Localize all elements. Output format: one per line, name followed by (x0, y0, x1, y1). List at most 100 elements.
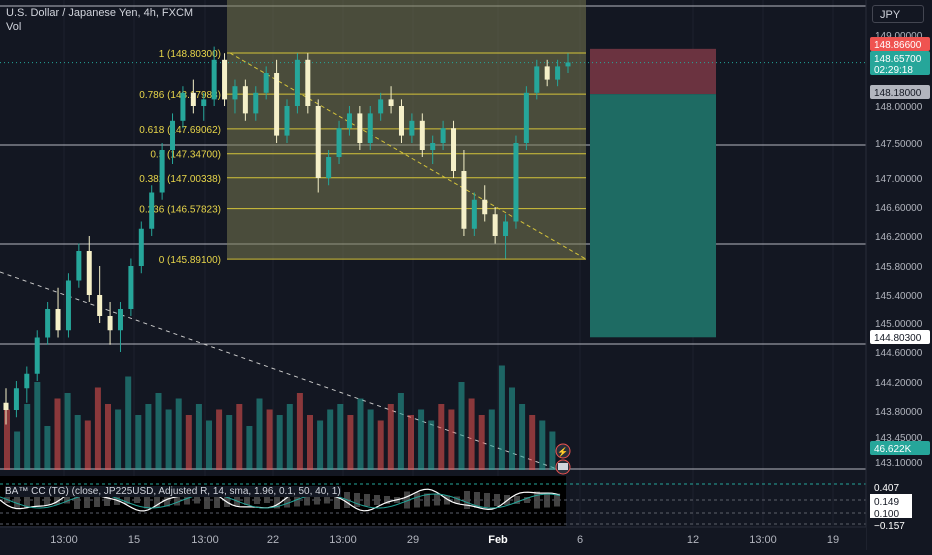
fib-level-label: 0.236 (146.57823) (139, 205, 221, 216)
candle-body (107, 316, 113, 331)
time-axis-label: 13:00 (50, 534, 78, 546)
oscillator-bar (224, 493, 230, 507)
volume-bar (488, 409, 495, 470)
oscillator-bar (74, 491, 80, 509)
oscillator-bar (494, 494, 500, 506)
volume-bar (498, 365, 505, 470)
candle-body (159, 150, 165, 193)
price-axis-label: 149.00000 (875, 31, 923, 42)
candle-body (201, 99, 207, 106)
lightning-glyph: ⚡ (557, 446, 568, 458)
candle-body (274, 73, 280, 136)
oscillator-bar (204, 491, 210, 509)
price-axis-label: 147.50000 (875, 139, 923, 150)
volume-bar (286, 404, 293, 470)
oscillator-bar (274, 491, 280, 509)
volume-bar (64, 393, 71, 470)
chart-header: U.S. Dollar / Japanese Yen, 4h, FXCM Vol (6, 6, 193, 34)
oscillator-bar (324, 496, 330, 504)
oscillator-bar (334, 491, 340, 509)
volume-bar (226, 415, 233, 470)
price-tag-label: 148.65700 (874, 54, 922, 65)
volume-bar (14, 431, 21, 470)
oscillator-bar (444, 495, 450, 505)
candle-body (24, 373, 30, 389)
volume-bar (125, 376, 132, 470)
candle-body (76, 251, 82, 281)
candle-body (3, 402, 9, 410)
volume-bar (397, 393, 404, 470)
volume-bar (236, 404, 243, 470)
oscillator-bar (194, 496, 200, 504)
candle-body (326, 157, 332, 178)
volume-bar (256, 398, 263, 470)
volume-bar (296, 393, 303, 470)
currency-button[interactable]: JPY (872, 5, 924, 23)
volume-bar (115, 409, 122, 470)
oscillator-axis-tag (870, 480, 912, 493)
candle-body (440, 128, 446, 143)
price-axis-label: 148.00000 (875, 102, 923, 113)
price-tag-label: 144.80300 (874, 333, 922, 344)
candle-body (305, 59, 311, 106)
price-tag (870, 441, 930, 455)
flag-glyph (558, 463, 568, 470)
candle-body (190, 92, 196, 106)
time-axis-bg (0, 527, 866, 550)
oscillator-bar (234, 494, 240, 506)
price-axis-label: 144.20000 (875, 378, 923, 389)
oscillator-bar (464, 491, 470, 509)
oscillator-axis-tag (870, 518, 912, 531)
fib-level-label: 0.5 (147.34700) (150, 150, 221, 161)
stop-loss-zone (590, 48, 716, 95)
candle-body (86, 251, 92, 295)
candle-body (55, 309, 61, 331)
candle-body (451, 128, 457, 171)
time-axis-label: 29 (407, 534, 419, 546)
price-axis-label: 146.60000 (875, 203, 923, 214)
candle-body (128, 266, 134, 309)
candle-body (367, 113, 373, 143)
price-tag-label: 148.86600 (874, 40, 922, 51)
volume-bar (448, 409, 455, 470)
volume-bar (24, 404, 31, 470)
candle-body (544, 66, 550, 80)
volume-bar (34, 382, 41, 470)
candle-body (388, 99, 394, 106)
oscillator-bar (284, 492, 290, 508)
candle-body (180, 92, 186, 121)
candle-body (45, 309, 51, 338)
oscillator-bar (524, 497, 530, 503)
volume-bar (357, 398, 364, 470)
volume-bar (478, 415, 485, 470)
candle-body (430, 143, 436, 150)
oscillator-bar (364, 494, 370, 506)
volume-bar (44, 426, 51, 470)
time-axis-label: 13:00 (191, 534, 219, 546)
candle-body (13, 388, 19, 410)
candle-body (222, 59, 228, 100)
candle-body (555, 66, 561, 80)
oscillator-bar (534, 491, 540, 509)
candle-body (503, 221, 509, 236)
price-axis-label: 144.60000 (875, 348, 923, 359)
oscillator-bar (24, 492, 30, 508)
volume-bar (347, 415, 354, 470)
price-tag-label: 46.622K (874, 444, 912, 455)
volume-bar (307, 415, 313, 470)
volume-bar (276, 415, 283, 470)
price-axis-label: 146.20000 (875, 232, 923, 243)
oscillator-bar (44, 494, 50, 506)
fib-retracement-zone (227, 0, 586, 260)
candle-body (336, 128, 342, 157)
volume-bar (246, 426, 253, 470)
volume-bar (145, 404, 152, 470)
candle-body (471, 199, 477, 229)
price-tag-label: 148.18000 (874, 88, 922, 99)
candle-body (232, 86, 238, 100)
time-axis-label: 19 (827, 534, 839, 546)
volume-bar (458, 382, 465, 470)
trend-line (0, 271, 561, 471)
time-axis-label: 15 (128, 534, 140, 546)
